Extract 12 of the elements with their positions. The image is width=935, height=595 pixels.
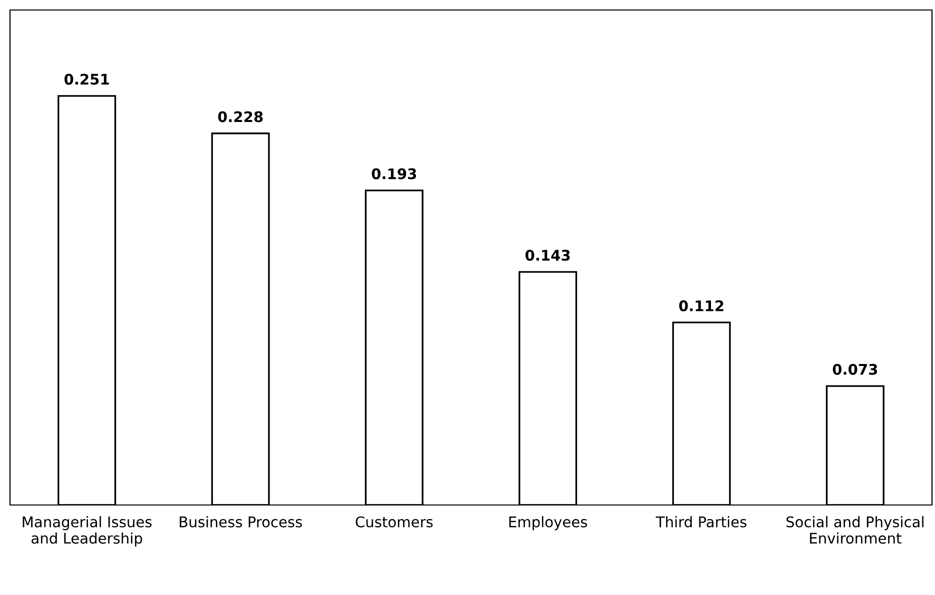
x-tick-label: Business Process bbox=[180, 516, 302, 528]
x-tick-label: Third Parties bbox=[656, 516, 746, 528]
x-tick-label: Employees bbox=[509, 516, 588, 530]
data-label: 0.251 bbox=[64, 74, 109, 85]
data-label: 0.073 bbox=[832, 364, 878, 375]
x-tick-label: Managerial Issues and Leadership bbox=[22, 516, 152, 547]
x-tick-label: Customers bbox=[356, 516, 433, 528]
x-tick-label: Social and Physical Environment bbox=[786, 516, 924, 544]
data-label: 0.193 bbox=[372, 168, 416, 180]
data-label: 0.143 bbox=[525, 250, 570, 261]
data-label: 0.228 bbox=[218, 111, 263, 122]
data-label: 0.112 bbox=[679, 300, 724, 312]
